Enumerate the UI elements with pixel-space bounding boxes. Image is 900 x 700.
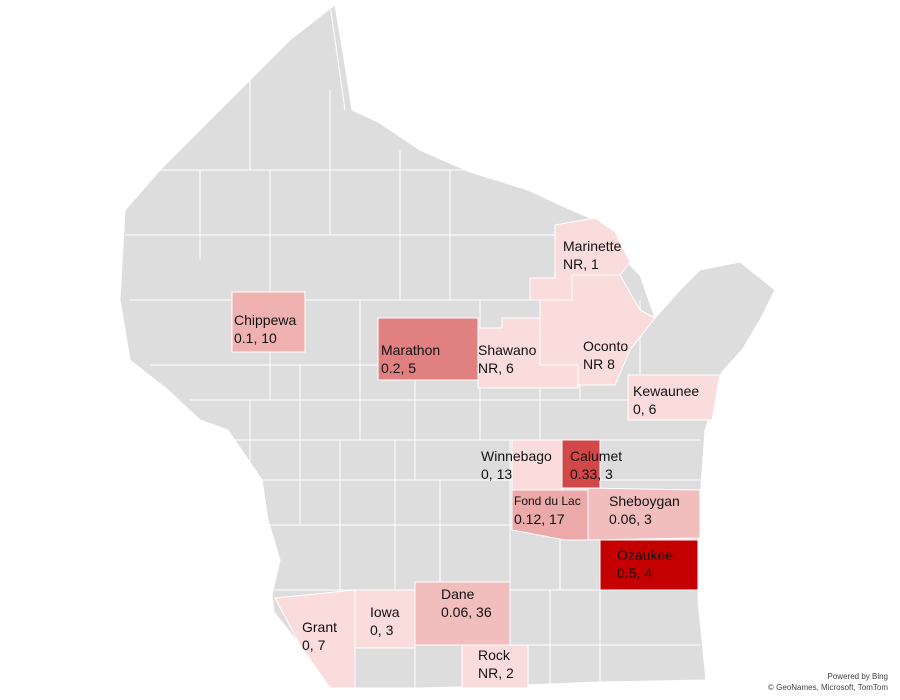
label-shawano: Shawano NR, 6 [478, 341, 536, 377]
county-value: NR, 2 [478, 665, 514, 681]
attribution-copyright: © GeoNames, Microsoft, TomTom [768, 683, 888, 692]
label-marinette: Marinette NR, 1 [563, 237, 621, 273]
label-fonddulac: Fond du Lac 0.12, 17 [514, 492, 581, 528]
county-name: Ozaukee [617, 547, 674, 563]
county-value: 0.12, 17 [514, 511, 565, 527]
county-name: Grant [302, 619, 338, 635]
county-value: 0, 13 [481, 466, 513, 482]
county-name: Marathon [381, 342, 441, 358]
county-name: Iowa [370, 604, 400, 620]
county-value: 0.33, 3 [570, 466, 613, 482]
label-iowa: Iowa 0, 3 [370, 603, 400, 639]
county-value: 0.2, 5 [381, 360, 417, 376]
label-marathon: Marathon 0.2, 5 [381, 341, 440, 377]
label-sheboygan: Sheboygan 0.06, 3 [609, 492, 680, 528]
label-winnebago: Winnebago 0, 13 [481, 447, 552, 483]
county-chippewa[interactable] [231, 291, 306, 353]
label-rock: Rock NR, 2 [478, 646, 514, 682]
county-value: 0.5, 4 [617, 565, 653, 581]
county-name: Winnebago [481, 448, 552, 464]
county-value: NR, 6 [478, 360, 514, 376]
label-grant: Grant 0, 7 [302, 618, 337, 654]
county-value: 0.1, 10 [234, 330, 277, 346]
county-name: Calumet [570, 448, 623, 464]
county-value: 0.06, 36 [441, 604, 492, 620]
county-kewaunee[interactable] [627, 374, 721, 421]
county-name: Fond du Lac [514, 494, 581, 508]
county-name: Shawano [478, 342, 537, 358]
highlighted-counties [231, 217, 721, 689]
county-value: 0, 7 [302, 637, 326, 653]
county-rock[interactable] [461, 644, 529, 689]
county-grant[interactable] [274, 589, 356, 689]
county-value: NR, 1 [563, 256, 599, 272]
county-name: Kewaunee [633, 383, 700, 399]
label-calumet: Calumet 0.33, 3 [570, 447, 622, 483]
county-name: Chippewa [234, 312, 297, 328]
county-value: NR 8 [583, 356, 615, 372]
county-sheboygan[interactable] [587, 487, 701, 541]
label-kewaunee: Kewaunee 0, 6 [633, 382, 699, 418]
county-name: Rock [478, 647, 510, 663]
county-name: Oconto [583, 338, 629, 354]
county-value: 0, 3 [370, 622, 394, 638]
county-shawano[interactable] [477, 317, 579, 389]
label-ozaukee: Ozaukee 0.5, 4 [617, 546, 673, 582]
county-ozaukee[interactable] [599, 539, 699, 591]
county-fonddulac[interactable] [511, 489, 589, 541]
county-value: 0.06, 3 [609, 511, 652, 527]
attribution-powered-by: Powered by Bing [827, 672, 888, 681]
county-name: Sheboygan [609, 493, 680, 509]
label-chippewa: Chippewa 0.1, 10 [234, 311, 296, 347]
label-dane: Dane 0.06, 36 [441, 585, 492, 621]
label-oconto: Oconto NR 8 [583, 337, 628, 373]
county-name: Dane [441, 586, 475, 602]
county-value: 0, 6 [633, 401, 657, 417]
county-name: Marinette [563, 238, 622, 254]
